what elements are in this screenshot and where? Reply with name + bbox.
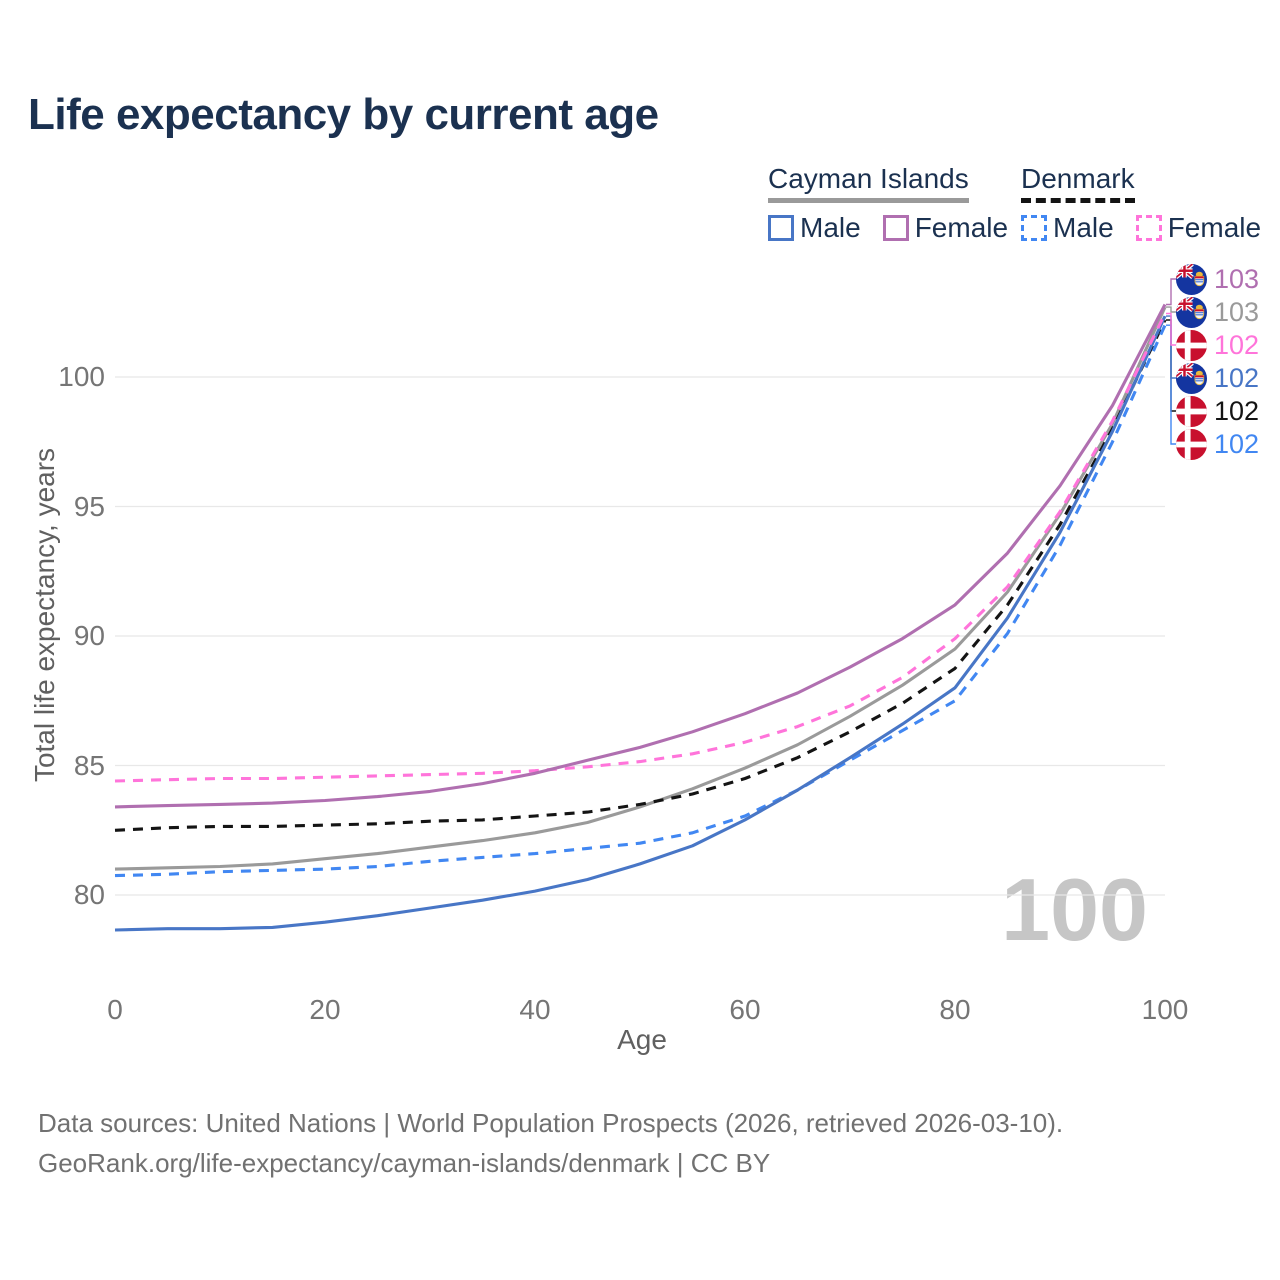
denmark-flag-icon xyxy=(1176,429,1207,460)
end-label-leader xyxy=(1166,278,1176,306)
footer-attribution: GeoRank.org/life-expectancy/cayman-islan… xyxy=(38,1148,771,1178)
legend-item-label: Female xyxy=(914,212,1009,243)
series-end-label-cayman-islands-male: 102 xyxy=(1176,362,1260,394)
legend-item-denmark-female[interactable]: Female xyxy=(1135,212,1262,244)
end-label-value: 102 xyxy=(1214,362,1260,393)
x-axis-title: Age xyxy=(617,1024,667,1055)
end-label-value: 102 xyxy=(1214,395,1260,426)
age-watermark: 100 xyxy=(1001,860,1148,959)
legend-item-cayman-male[interactable]: Male xyxy=(768,212,861,244)
x-tick-label: 60 xyxy=(729,994,761,1025)
line-cayman-islands-female[interactable] xyxy=(114,303,1167,809)
y-tick-label: 85 xyxy=(73,749,105,781)
legend-item-denmark-male[interactable]: Male xyxy=(1021,212,1114,244)
legend-heading-denmark[interactable]: Denmark xyxy=(1021,163,1135,203)
x-tick-label: 20 xyxy=(309,994,341,1025)
legend-item-label: Female xyxy=(1167,212,1262,243)
x-tick-label: 100 xyxy=(1141,994,1189,1025)
denmark-male-key-icon xyxy=(1021,215,1047,241)
line-denmark-both-sexes[interactable] xyxy=(114,319,1167,832)
y-tick-label: 100 xyxy=(58,361,105,392)
end-label-leader xyxy=(1166,306,1176,313)
page-title: Life expectancy by current age xyxy=(28,90,659,139)
cayman-flag-icon xyxy=(1176,297,1207,328)
line-cayman-islands-both-sexes[interactable] xyxy=(114,306,1167,871)
cayman-flag-icon xyxy=(1176,264,1207,295)
legend-item-label: Male xyxy=(800,212,861,243)
end-label-value: 103 xyxy=(1214,296,1260,327)
line-denmark-female[interactable] xyxy=(114,312,1167,783)
legend-group-cayman-islands: Cayman Islands Male Female xyxy=(768,163,1030,244)
denmark-flag-icon xyxy=(1176,396,1207,427)
cayman-female-key-icon xyxy=(882,215,909,241)
line-cayman-islands-male[interactable] xyxy=(114,315,1167,932)
legend-group-denmark: Denmark Male Female xyxy=(1021,163,1280,244)
legend-item-cayman-female[interactable]: Female xyxy=(882,212,1009,244)
x-tick-label: 80 xyxy=(939,994,971,1025)
cayman-male-key-icon xyxy=(768,215,794,241)
series-end-label-denmark-both-sexes: 102 xyxy=(1176,395,1260,427)
cayman-flag-icon xyxy=(1176,363,1207,394)
end-label-value: 102 xyxy=(1214,329,1260,360)
end-label-leader xyxy=(1166,324,1176,445)
end-label-leader xyxy=(1166,315,1176,379)
legend-heading-cayman-islands[interactable]: Cayman Islands xyxy=(768,163,969,203)
y-tick-label: 80 xyxy=(73,879,105,910)
end-label-value: 103 xyxy=(1214,263,1260,294)
series-end-label-denmark-male: 102 xyxy=(1176,428,1260,460)
line-denmark-male[interactable] xyxy=(114,324,1167,878)
end-label-leader xyxy=(1166,312,1176,346)
denmark-flag-icon xyxy=(1176,330,1207,361)
denmark-female-key-icon xyxy=(1135,215,1162,241)
y-tick-label: 90 xyxy=(73,620,105,651)
x-tick-label: 40 xyxy=(519,994,551,1025)
series-end-label-cayman-islands-both-sexes: 103 xyxy=(1176,296,1260,328)
x-tick-label: 0 xyxy=(107,994,123,1025)
series-end-label-denmark-female: 102 xyxy=(1176,329,1260,361)
footer-data-sources: Data sources: United Nations | World Pop… xyxy=(38,1108,1064,1138)
legend-item-label: Male xyxy=(1053,212,1114,243)
end-label-value: 102 xyxy=(1214,428,1260,459)
series-end-label-cayman-islands-female: 103 xyxy=(1176,263,1260,295)
y-tick-label: 95 xyxy=(73,490,105,522)
